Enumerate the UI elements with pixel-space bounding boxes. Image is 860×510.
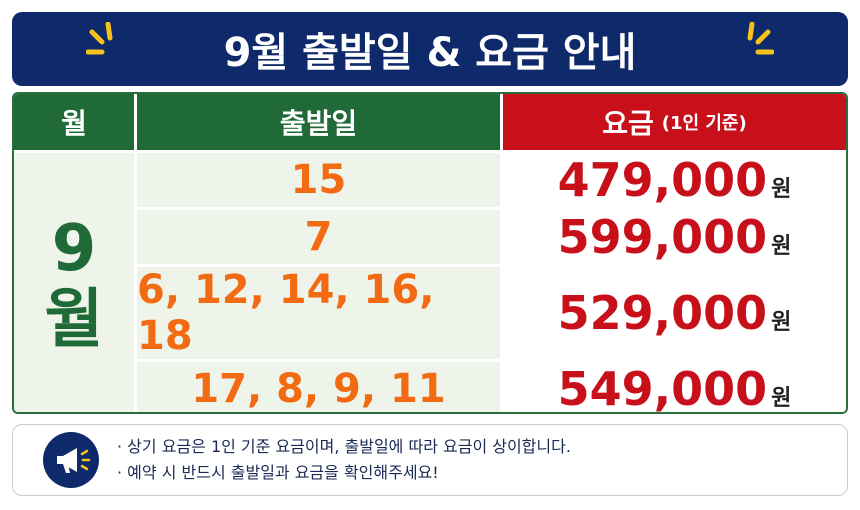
column-header: 요금 (1인 기준)	[503, 94, 846, 150]
price: 549,000	[557, 362, 768, 414]
header-sub: (1인 기준)	[661, 113, 747, 134]
dates: 17, 8, 9, 11	[191, 366, 446, 412]
price-unit: 원	[771, 177, 792, 202]
dates: 15	[290, 157, 347, 203]
note: 상기 요금은 1인 기준 요금이며, 출발일에 따라 요금이 상이합니다.	[117, 434, 571, 460]
price: 599,000	[557, 210, 768, 264]
price-unit: 원	[771, 234, 792, 259]
price-cell: 479,000 원	[503, 153, 846, 207]
month-unit: 월	[44, 282, 104, 357]
notes-list: 상기 요금은 1인 기준 요금이며, 출발일에 따라 요금이 상이합니다.예약 …	[117, 434, 571, 486]
dates-cell: 15	[137, 153, 500, 207]
price: 529,000	[557, 286, 768, 340]
sparkle	[747, 22, 774, 55]
sparkle	[86, 22, 113, 55]
dates-cell: 6, 12, 14, 16, 18	[137, 267, 500, 359]
month-number: 9	[51, 212, 97, 287]
column-header: 월	[14, 94, 134, 150]
dates: 7	[304, 214, 333, 260]
megaphone-icon	[43, 432, 99, 488]
price-cell: 599,000 원	[503, 210, 846, 264]
price-unit: 원	[771, 386, 792, 411]
dates: 6, 12, 14, 16, 18	[137, 267, 435, 359]
note: 예약 시 반드시 출발일과 요금을 확인해주세요!	[117, 460, 571, 486]
notes-box: 상기 요금은 1인 기준 요금이며, 출발일에 따라 요금이 상이합니다.예약 …	[12, 424, 848, 496]
price-cell: 529,000 원	[503, 267, 846, 359]
dates-cell: 17, 8, 9, 11	[137, 362, 500, 412]
dates-cell: 7	[137, 210, 500, 264]
price-cell: 549,000 원	[503, 362, 846, 414]
price-unit: 원	[771, 310, 792, 335]
title-bar: 9월 출발일 & 요금 안내	[12, 12, 848, 86]
title: 9월 출발일 & 요금 안내	[223, 30, 637, 76]
price: 479,000	[557, 153, 768, 207]
column-header: 출발일	[137, 94, 500, 150]
header-main: 요금	[602, 107, 654, 140]
